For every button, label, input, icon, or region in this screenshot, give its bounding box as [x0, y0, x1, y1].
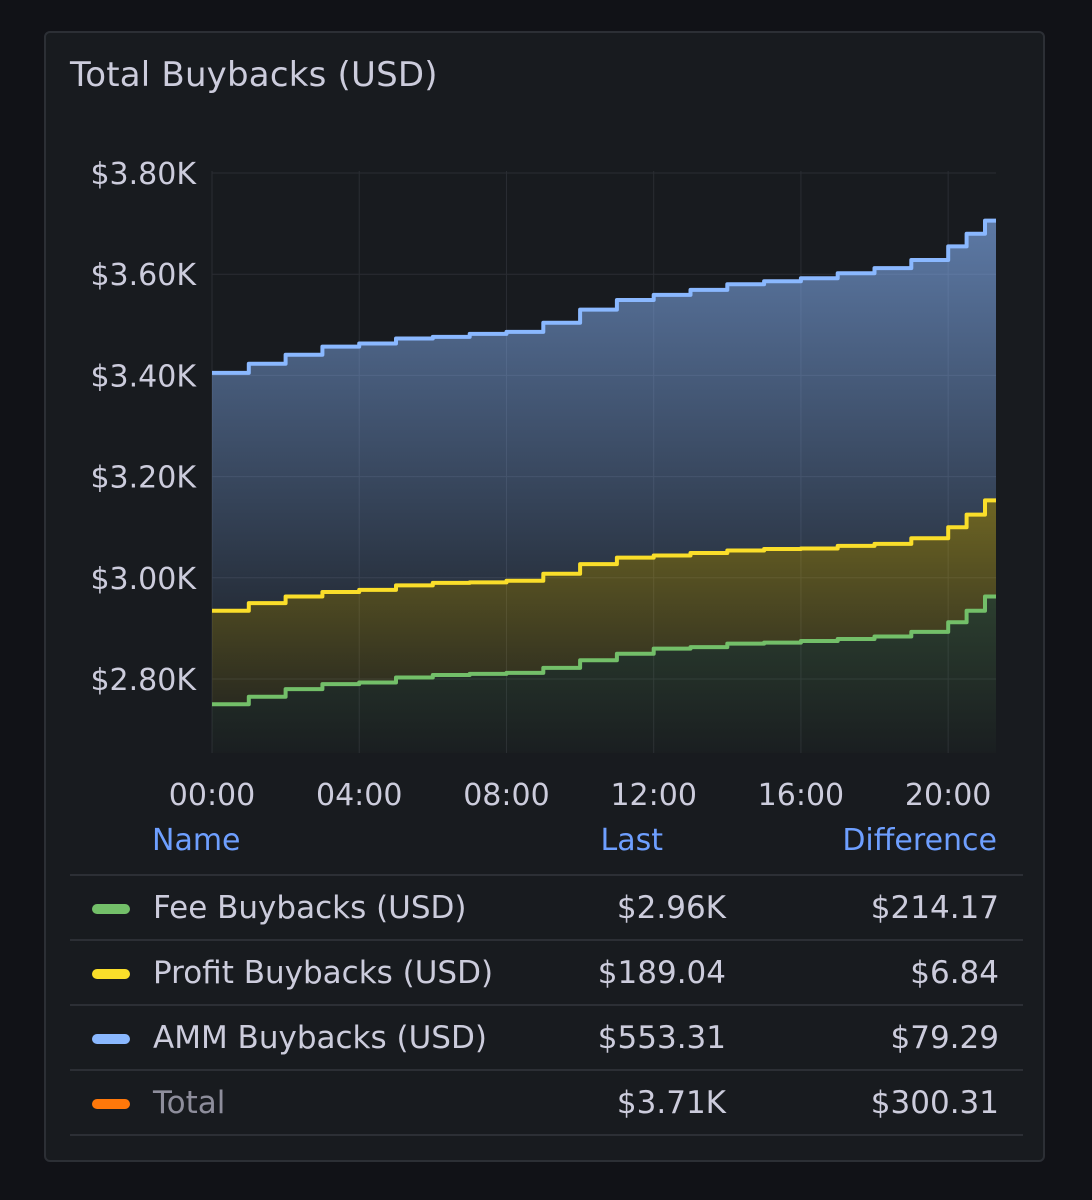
y-tick-label: $3.20K [90, 461, 197, 496]
legend-name-fee[interactable]: Fee Buybacks (USD) [153, 890, 467, 926]
legend-header-difference[interactable]: Difference [842, 823, 997, 858]
legend-row-profit[interactable]: Profit Buybacks (USD) $189.04 $6.84 [70, 939, 1023, 1004]
legend-last-total: $3.71K [616, 1085, 726, 1121]
y-tick-label: $3.00K [90, 562, 197, 597]
series-lines [212, 218, 996, 707]
legend-name-profit[interactable]: Profit Buybacks (USD) [153, 955, 494, 991]
x-tick-label: 00:00 [169, 778, 255, 813]
x-tick-label: 20:00 [905, 778, 991, 813]
x-tick-label: 16:00 [758, 778, 844, 813]
series-areas [212, 220, 996, 753]
axis-labels: $2.80K $3.00K $3.20K $3.40K $3.60K $3.80K 00:0… [90, 157, 991, 813]
legend-name-total[interactable]: Total [153, 1085, 226, 1121]
legend-last-profit: $189.04 [597, 955, 726, 991]
area-amm [212, 220, 996, 611]
legend-diff-amm: $79.29 [890, 1020, 999, 1056]
legend-name-amm[interactable]: AMM Buybacks (USD) [153, 1020, 487, 1056]
x-tick-label: 04:00 [316, 778, 402, 813]
area-profit [212, 500, 996, 705]
x-tick-label: 08:00 [463, 778, 549, 813]
area-fee [212, 596, 996, 753]
chart-panel: Total Buybacks (USD) $2.80K $3.00K $3.20K $… [44, 31, 1045, 1162]
legend-diff-total: $300.31 [870, 1085, 999, 1121]
legend-swatch-total [92, 1099, 130, 1109]
y-tick-label: $3.80K [90, 157, 197, 192]
legend-swatch-profit [92, 969, 130, 979]
legend-row-amm[interactable]: AMM Buybacks (USD) $553.31 $79.29 [70, 1004, 1023, 1069]
legend-last-fee: $2.96K [616, 890, 726, 926]
y-tick-label: $3.40K [90, 359, 197, 394]
legend-row-total[interactable]: Total $3.71K $300.31 [70, 1069, 1023, 1136]
line-profit [212, 498, 996, 613]
legend-swatch-amm [92, 1034, 130, 1044]
stacked-area-chart: $2.80K $3.00K $3.20K $3.40K $3.60K $3.80K 00:0… [90, 157, 996, 813]
panel-title: Total Buybacks (USD) [70, 55, 438, 95]
legend-last-amm: $553.31 [597, 1020, 726, 1056]
legend-diff-profit: $6.84 [910, 955, 999, 991]
legend-swatch-fee [92, 904, 130, 914]
legend-header-name[interactable]: Name [152, 823, 241, 858]
y-tick-label: $2.80K [90, 663, 197, 698]
legend-diff-fee: $214.17 [870, 890, 999, 926]
line-fee [212, 594, 996, 707]
x-tick-label: 12:00 [610, 778, 696, 813]
legend-row-fee[interactable]: Fee Buybacks (USD) $2.96K $214.17 [70, 874, 1023, 939]
line-amm [212, 218, 996, 375]
legend-header-last[interactable]: Last [600, 823, 664, 858]
y-tick-label: $3.60K [90, 258, 197, 293]
